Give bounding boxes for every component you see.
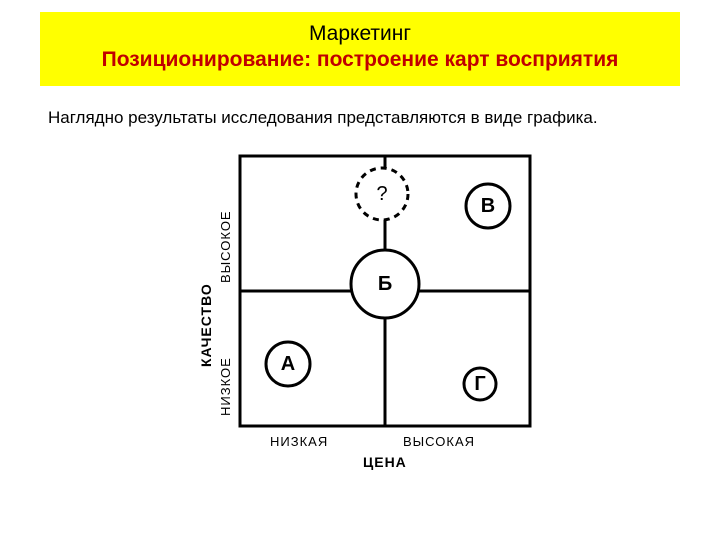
svg-text:А: А	[281, 353, 295, 375]
slide-header: Маркетинг Позиционирование: построение к…	[40, 12, 680, 86]
intro-text: Наглядно результаты исследования предста…	[48, 108, 680, 128]
x-axis-low: НИЗКАЯ	[270, 434, 328, 449]
y-axis-high: ВЫСОКОЕ	[218, 210, 233, 283]
svg-text:В: В	[481, 195, 495, 217]
x-axis-label: ЦЕНА	[363, 454, 407, 470]
y-axis-low: НИЗКОЕ	[218, 357, 233, 416]
svg-text:Г: Г	[474, 373, 485, 395]
perception-map: ? В Б А Г КАЧЕСТВО ВЫСОКОЕ НИЗКОЕ НИЗКАЯ ВЫС…	[150, 146, 570, 486]
x-axis-high: ВЫСОКАЯ	[403, 434, 475, 449]
y-axis-label: КАЧЕСТВО	[198, 283, 214, 367]
svg-text:?: ?	[376, 183, 387, 205]
svg-text:Б: Б	[378, 273, 392, 295]
header-line2: Позиционирование: построение карт воспри…	[52, 48, 668, 72]
header-line1: Маркетинг	[52, 22, 668, 46]
